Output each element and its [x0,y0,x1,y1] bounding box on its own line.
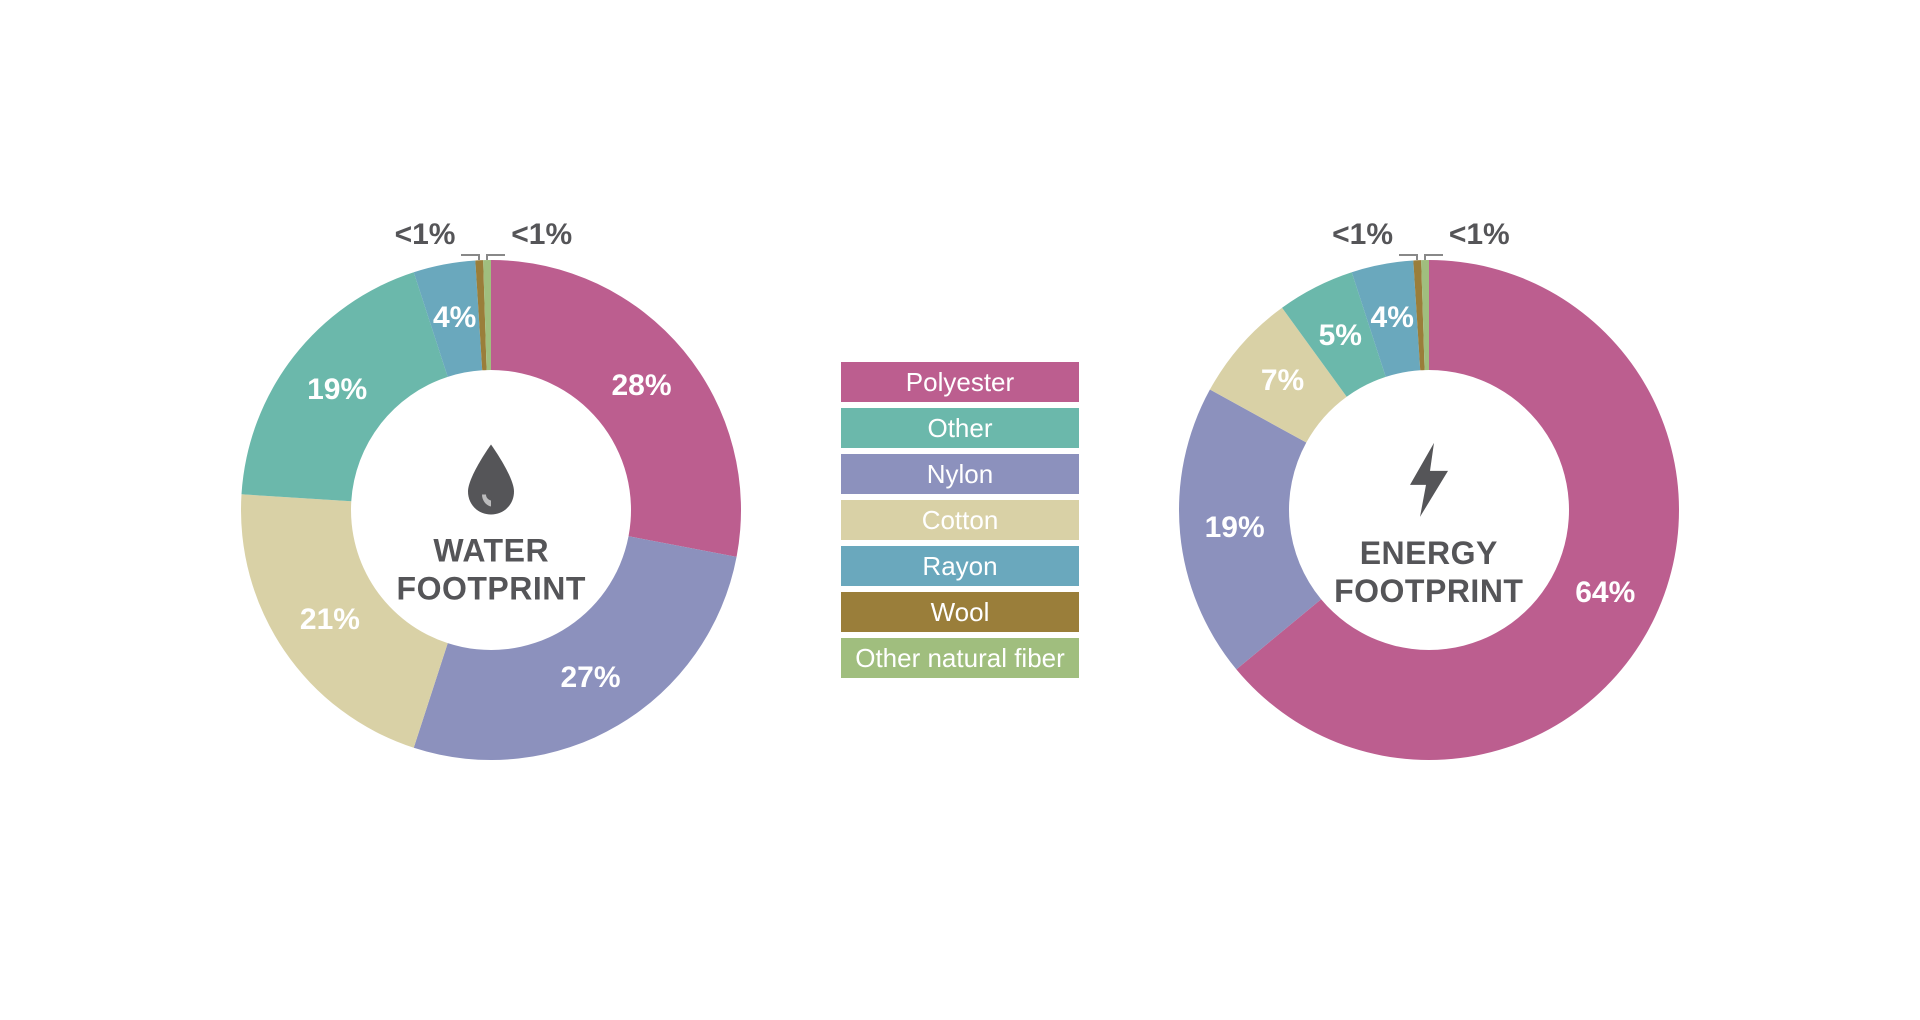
energy-chart-title: ENERGY FOOTPRINT [1299,534,1559,611]
water-chart-title: WATER FOOTPRINT [361,531,621,608]
slice-label-other: 5% [1319,319,1362,353]
legend-item: Polyester [841,362,1079,402]
slice-label-cotton: 21% [300,603,360,637]
water-chart-center: WATER FOOTPRINT [361,444,621,608]
callout-line [1399,254,1417,256]
title-line: FOOTPRINT [397,571,586,607]
legend-item: Other natural fiber [841,638,1079,678]
slice-label-nylon: 19% [1205,511,1265,545]
callout-label-other_natural_fiber: <1% [511,218,572,252]
lightning-bolt-icon [1404,443,1454,522]
chart-container: WATER FOOTPRINT 28% 27% 21% 19% 4% <1% <1% Pol… [201,220,1719,800]
callout-label-wool: <1% [1332,218,1393,252]
chart-legend: Polyester Other Nylon Cotton Rayon Wool Other … [841,362,1079,678]
title-line: FOOTPRINT [1334,573,1523,609]
slice-label-polyester: 28% [611,369,671,403]
slice-label-nylon: 27% [560,661,620,695]
slice-label-other: 19% [307,373,367,407]
energy-chart-center: ENERGY FOOTPRINT [1299,443,1559,611]
water-drop-icon [464,444,518,519]
slice-label-rayon: 4% [433,301,476,335]
water-footprint-chart: WATER FOOTPRINT 28% 27% 21% 19% 4% <1% <1% [201,220,781,800]
legend-item: Cotton [841,500,1079,540]
callout-label-wool: <1% [395,218,456,252]
slice-label-cotton: 7% [1261,364,1304,398]
title-line: WATER [433,532,549,568]
slice-label-polyester: 64% [1575,576,1635,610]
callout-line [487,254,505,256]
legend-item: Wool [841,592,1079,632]
callout-line [461,254,479,256]
energy-footprint-chart: ENERGY FOOTPRINT 64% 19% 7% 5% 4% <1% <1% [1139,220,1719,800]
slice-label-rayon: 4% [1371,301,1414,335]
legend-item: Nylon [841,454,1079,494]
title-line: ENERGY [1360,535,1498,571]
callout-line [1425,254,1443,256]
legend-item: Other [841,408,1079,448]
callout-label-other_natural_fiber: <1% [1449,218,1510,252]
legend-item: Rayon [841,546,1079,586]
